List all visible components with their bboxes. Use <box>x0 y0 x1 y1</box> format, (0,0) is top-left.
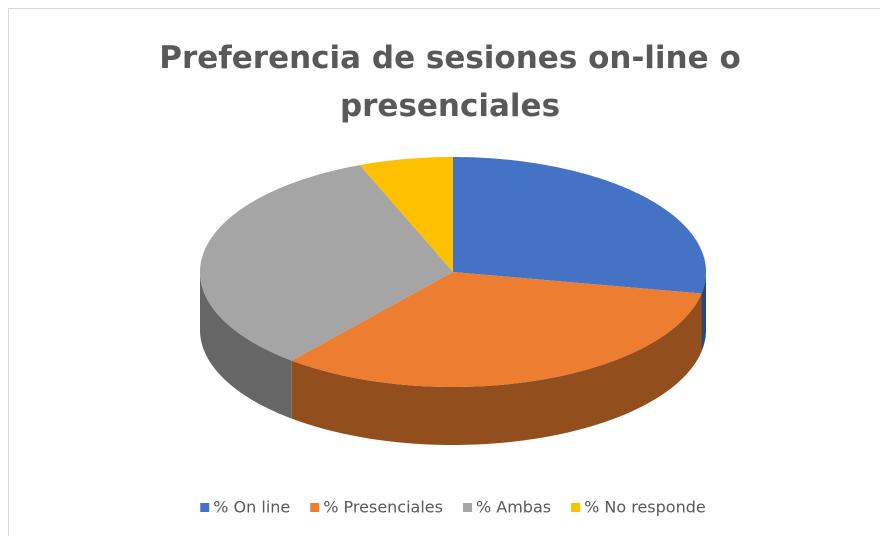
legend-swatch <box>310 503 320 512</box>
legend-label: % No responde <box>584 498 706 517</box>
legend-label: % On line <box>213 498 290 517</box>
legend-swatch <box>462 503 472 512</box>
legend-label: % Presenciales <box>323 498 443 517</box>
pie-slice <box>200 165 453 361</box>
chart-frame <box>8 8 880 536</box>
pie-side <box>701 272 706 352</box>
chart-title: Preferencia de sesiones on-line o presen… <box>159 40 741 124</box>
legend-label: % Ambas <box>476 498 551 517</box>
legend-swatch <box>571 503 581 512</box>
pie-slice <box>291 272 702 387</box>
pie-side <box>291 293 702 445</box>
pie-slice <box>453 157 706 294</box>
pie-slice <box>359 157 453 272</box>
legend-swatch <box>200 503 210 512</box>
pie-side <box>200 272 292 419</box>
